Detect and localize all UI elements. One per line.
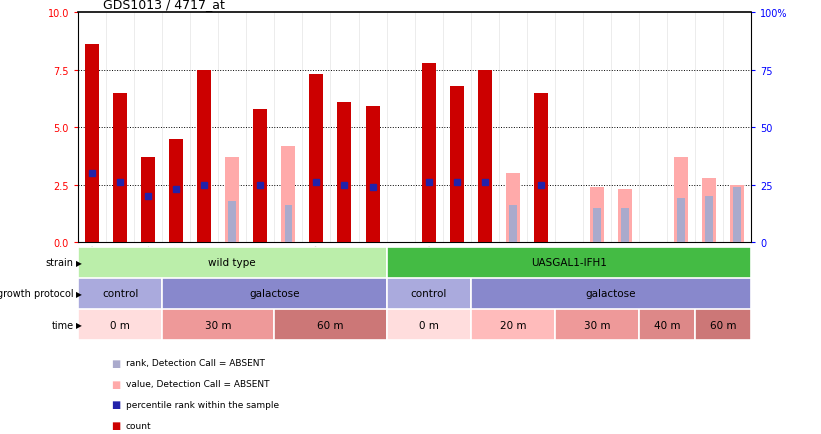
Bar bbox=[639, 309, 695, 341]
Text: UASGAL1-IFH1: UASGAL1-IFH1 bbox=[531, 258, 607, 267]
Text: 0 m: 0 m bbox=[419, 320, 438, 330]
Text: ▶: ▶ bbox=[76, 289, 82, 298]
Text: 40 m: 40 m bbox=[654, 320, 681, 330]
Bar bbox=[450, 86, 464, 243]
Bar bbox=[163, 278, 387, 309]
Bar bbox=[470, 278, 751, 309]
Bar bbox=[141, 158, 155, 243]
Bar bbox=[733, 187, 741, 243]
Bar bbox=[695, 309, 751, 341]
Bar bbox=[197, 70, 211, 243]
Bar bbox=[228, 201, 236, 243]
Bar bbox=[78, 247, 387, 278]
Bar bbox=[702, 178, 716, 243]
Bar bbox=[274, 309, 387, 341]
Bar bbox=[254, 109, 268, 243]
Bar bbox=[730, 185, 744, 243]
Bar bbox=[555, 309, 639, 341]
Text: control: control bbox=[102, 289, 138, 299]
Text: control: control bbox=[410, 289, 447, 299]
Bar bbox=[163, 309, 274, 341]
Bar bbox=[705, 197, 713, 243]
Text: galactose: galactose bbox=[249, 289, 300, 299]
Text: ■: ■ bbox=[111, 400, 120, 409]
Text: ■: ■ bbox=[111, 379, 120, 388]
Bar bbox=[509, 206, 516, 243]
Text: time: time bbox=[52, 320, 74, 330]
Bar bbox=[674, 158, 688, 243]
Bar bbox=[387, 247, 751, 278]
Text: 0 m: 0 m bbox=[110, 320, 130, 330]
Text: strain: strain bbox=[46, 258, 74, 267]
Text: value, Detection Call = ABSENT: value, Detection Call = ABSENT bbox=[126, 379, 269, 388]
Bar bbox=[282, 146, 296, 243]
Bar bbox=[337, 102, 351, 243]
Text: growth protocol: growth protocol bbox=[0, 289, 74, 299]
Bar bbox=[387, 278, 470, 309]
Text: ▶: ▶ bbox=[76, 321, 82, 329]
Text: percentile rank within the sample: percentile rank within the sample bbox=[126, 400, 279, 409]
Bar bbox=[113, 93, 127, 243]
Bar bbox=[621, 208, 629, 243]
Text: ▶: ▶ bbox=[76, 258, 82, 267]
Bar bbox=[78, 278, 163, 309]
Bar bbox=[677, 199, 685, 243]
Bar bbox=[85, 45, 99, 243]
Text: 60 m: 60 m bbox=[710, 320, 736, 330]
Bar bbox=[365, 107, 379, 243]
Text: 30 m: 30 m bbox=[205, 320, 232, 330]
Bar bbox=[422, 63, 436, 243]
Text: 30 m: 30 m bbox=[584, 320, 610, 330]
Bar bbox=[590, 187, 604, 243]
Text: galactose: galactose bbox=[585, 289, 636, 299]
Text: count: count bbox=[126, 421, 151, 430]
Text: 20 m: 20 m bbox=[499, 320, 526, 330]
Bar bbox=[593, 208, 601, 243]
Bar bbox=[506, 174, 520, 243]
Bar bbox=[169, 139, 183, 243]
Bar bbox=[225, 158, 239, 243]
Bar bbox=[534, 93, 548, 243]
Text: GDS1013 / 4717_at: GDS1013 / 4717_at bbox=[103, 0, 224, 11]
Text: rank, Detection Call = ABSENT: rank, Detection Call = ABSENT bbox=[126, 358, 264, 367]
Bar bbox=[310, 75, 323, 243]
Text: wild type: wild type bbox=[209, 258, 256, 267]
Text: ■: ■ bbox=[111, 358, 120, 368]
Bar bbox=[387, 309, 470, 341]
Bar bbox=[618, 190, 632, 243]
Bar bbox=[478, 70, 492, 243]
Bar bbox=[470, 309, 555, 341]
Text: ■: ■ bbox=[111, 421, 120, 430]
Text: 60 m: 60 m bbox=[317, 320, 344, 330]
Bar bbox=[285, 206, 292, 243]
Bar bbox=[78, 309, 163, 341]
